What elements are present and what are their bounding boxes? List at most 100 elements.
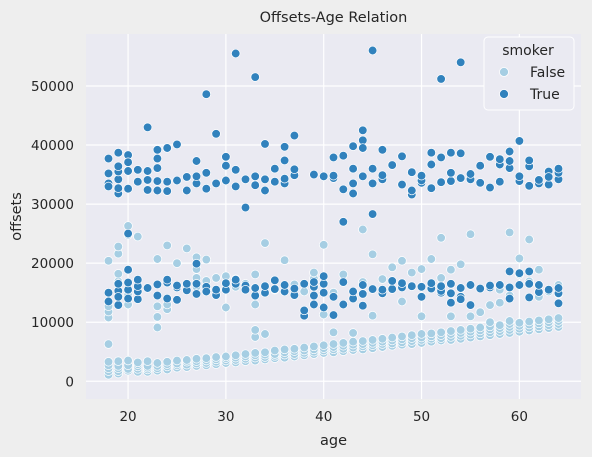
- scatter-point-false: [534, 265, 544, 275]
- scatter-point-true: [358, 301, 368, 311]
- scatter-point-true: [142, 175, 153, 185]
- scatter-point-false: [328, 339, 339, 349]
- scatter-point-false: [152, 254, 163, 264]
- scatter-point-true: [485, 182, 495, 193]
- scatter-point-true: [338, 151, 348, 161]
- legend-marker-false: [499, 67, 509, 77]
- scatter-point-true: [133, 177, 143, 187]
- scatter-point-false: [348, 337, 358, 347]
- scatter-point-false: [289, 344, 300, 354]
- scatter-point-true: [270, 177, 280, 187]
- scatter-point-true: [221, 175, 231, 186]
- scatter-point-true: [348, 286, 358, 297]
- scatter-point-true: [123, 166, 133, 176]
- scatter-point-true: [504, 266, 515, 277]
- scatter-point-true: [113, 279, 123, 289]
- x-tick-label: 40: [315, 409, 332, 425]
- scatter-point-true: [338, 217, 348, 227]
- scatter-point-true: [338, 184, 348, 194]
- scatter-point-true: [446, 176, 456, 186]
- scatter-point-false: [465, 324, 476, 334]
- scatter-point-true: [495, 154, 505, 164]
- scatter-point-false: [103, 357, 114, 367]
- scatter-point-false: [152, 322, 163, 333]
- scatter-point-true: [544, 285, 554, 295]
- scatter-point-true: [260, 281, 270, 291]
- scatter-point-true: [465, 280, 476, 290]
- scatter-point-false: [465, 229, 476, 239]
- scatter-point-true: [231, 165, 241, 175]
- scatter-point-true: [387, 160, 397, 170]
- scatter-point-true: [172, 295, 182, 305]
- scatter-point-true: [495, 280, 505, 290]
- x-tick-label: 30: [217, 409, 234, 425]
- y-tick-label: 20000: [31, 256, 74, 272]
- scatter-point-true: [328, 171, 339, 181]
- scatter-point-true: [426, 278, 436, 288]
- scatter-point-false: [133, 357, 143, 368]
- series-true: [103, 45, 564, 321]
- scatter-point-false: [221, 302, 231, 313]
- scatter-point-true: [456, 283, 466, 293]
- y-tick-label: 10000: [31, 315, 74, 331]
- scatter-point-true: [142, 166, 153, 176]
- scatter-point-false: [407, 267, 417, 278]
- scatter-point-true: [524, 266, 534, 277]
- scatter-point-true: [446, 288, 456, 298]
- scatter-point-true: [123, 265, 133, 275]
- scatter-point-true: [182, 279, 192, 289]
- scatter-point-false: [250, 269, 260, 280]
- scatter-point-false: [162, 357, 172, 367]
- scatter-point-true: [113, 174, 123, 184]
- scatter-point-false: [182, 243, 192, 254]
- scatter-point-false: [201, 353, 211, 363]
- scatter-point-false: [133, 231, 143, 242]
- scatter-point-true: [201, 168, 211, 178]
- scatter-point-true: [142, 283, 153, 293]
- scatter-point-true: [524, 155, 534, 166]
- scatter-point-true: [436, 152, 446, 163]
- scatter-point-false: [524, 234, 534, 245]
- scatter-point-false: [103, 339, 114, 349]
- scatter-point-false: [436, 233, 446, 243]
- scatter-point-false: [191, 354, 202, 364]
- scatter-point-true: [436, 281, 446, 291]
- scatter-point-true: [152, 176, 163, 186]
- scatter-point-false: [475, 307, 485, 317]
- scatter-point-true: [172, 139, 182, 150]
- scatter-point-false: [231, 350, 241, 360]
- scatter-point-true: [299, 279, 309, 289]
- scatter-point-false: [416, 311, 427, 321]
- scatter-point-true: [524, 181, 534, 191]
- scatter-point-false: [299, 342, 309, 353]
- scatter-point-true: [348, 141, 358, 151]
- scatter-point-false: [407, 330, 417, 340]
- scatter-point-false: [182, 355, 192, 365]
- scatter-point-true: [299, 305, 309, 316]
- scatter-point-true: [260, 174, 270, 184]
- scatter-point-true: [504, 293, 515, 304]
- scatter-point-true: [103, 288, 114, 298]
- scatter-point-false: [426, 254, 436, 264]
- scatter-point-true: [103, 153, 114, 164]
- scatter-point-true: [348, 188, 358, 199]
- scatter-point-true: [152, 163, 163, 173]
- scatter-point-true: [338, 299, 348, 310]
- scatter-point-true: [446, 168, 456, 178]
- scatter-point-false: [319, 340, 329, 350]
- scatter-point-false: [270, 345, 280, 356]
- scatter-point-true: [367, 209, 378, 219]
- scatter-point-true: [514, 171, 525, 181]
- scatter-point-true: [279, 142, 290, 152]
- y-tick-label: 40000: [31, 138, 74, 154]
- y-tick-labels: 0 10000 20000 30000 40000 50000: [31, 79, 74, 390]
- scatter-point-false: [465, 311, 476, 321]
- scatter-point-false: [338, 338, 348, 348]
- scatter-point-false: [211, 273, 221, 283]
- scatter-point-false: [328, 327, 339, 337]
- scatter-point-true: [123, 228, 133, 239]
- scatter-point-true: [446, 298, 456, 308]
- scatter-point-true: [436, 74, 446, 84]
- scatter-point-false: [221, 351, 231, 362]
- scatter-point-true: [553, 283, 564, 293]
